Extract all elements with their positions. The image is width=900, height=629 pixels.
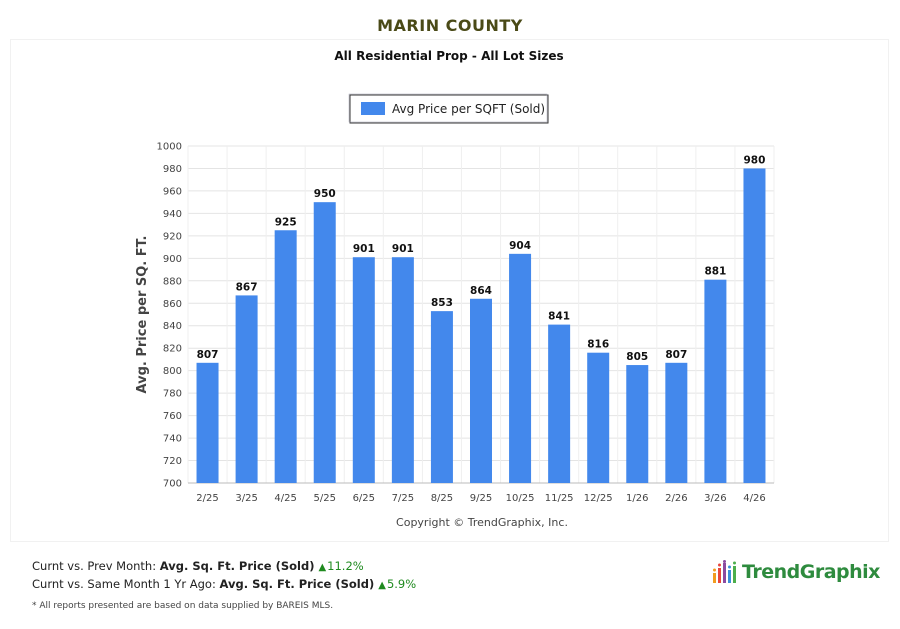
y-tick-label: 720 <box>163 456 182 467</box>
bar <box>391 257 414 483</box>
bar-chart: All Residential Prop - All Lot Sizes Avg … <box>135 49 775 529</box>
summary-delta: 11.2% <box>327 559 364 573</box>
y-tick-label: 940 <box>163 209 182 220</box>
summary-prefix: Curnt vs. Same Month 1 Yr Ago: <box>32 577 220 591</box>
data-label: 980 <box>744 154 766 166</box>
data-label: 805 <box>626 351 648 363</box>
y-tick-label: 700 <box>163 479 182 490</box>
bar <box>196 362 219 483</box>
legend-swatch <box>361 102 385 115</box>
y-tick-label: 960 <box>163 186 182 197</box>
data-label: 904 <box>509 240 531 252</box>
trendgraphix-logo: TrendGraphix <box>712 558 880 586</box>
data-label: 925 <box>275 216 297 228</box>
x-tick-label: 12/25 <box>584 493 613 504</box>
x-tick-label: 7/25 <box>392 493 414 504</box>
data-label: 950 <box>314 188 336 200</box>
x-tick-label: 1/26 <box>626 493 648 504</box>
data-label: 807 <box>197 349 219 361</box>
y-tick-label: 880 <box>163 276 182 287</box>
bar <box>665 362 688 483</box>
x-tick-label: 11/25 <box>545 493 574 504</box>
y-tick-label: 840 <box>163 321 182 332</box>
x-tick-label: 2/25 <box>196 493 218 504</box>
y-axis-label: Avg. Price per SQ. FT. <box>135 236 150 394</box>
y-tick-label: 820 <box>163 344 182 355</box>
x-tick-label: 5/25 <box>313 493 335 504</box>
copyright-text: Copyright © TrendGraphix, Inc. <box>396 516 568 529</box>
footnote: * All reports presented are based on dat… <box>32 601 334 611</box>
summary-prefix: Curnt vs. Prev Month: <box>32 559 160 573</box>
bar <box>548 324 571 483</box>
data-label: 867 <box>236 281 258 293</box>
chart-title: All Residential Prop - All Lot Sizes <box>334 49 563 63</box>
summary-metric: Avg. Sq. Ft. Price (Sold) <box>219 577 375 591</box>
summary-metric: Avg. Sq. Ft. Price (Sold) <box>159 559 315 573</box>
legend-shadow <box>348 93 548 123</box>
bar <box>352 257 375 483</box>
y-tick-label: 800 <box>163 366 182 377</box>
summary-line-prev-month: Curnt vs. Prev Month: Avg. Sq. Ft. Price… <box>32 558 416 576</box>
y-tick-label: 740 <box>163 434 182 445</box>
legend-label: Avg Price per SQFT (Sold) <box>392 102 545 116</box>
logo-text: TrendGraphix <box>742 561 880 583</box>
summary: Curnt vs. Prev Month: Avg. Sq. Ft. Price… <box>32 558 416 594</box>
up-arrow-icon: ▲ <box>318 562 327 573</box>
summary-line-year-ago: Curnt vs. Same Month 1 Yr Ago: Avg. Sq. … <box>32 576 416 594</box>
bar <box>235 295 258 483</box>
x-tick-label: 10/25 <box>506 493 535 504</box>
y-tick-label: 900 <box>163 254 182 265</box>
y-tick-label: 780 <box>163 389 182 400</box>
x-tick-label: 6/25 <box>353 493 375 504</box>
bar <box>626 365 649 483</box>
bar <box>430 311 453 483</box>
data-label: 853 <box>431 297 453 309</box>
bar <box>470 298 492 483</box>
x-tick-label: 4/25 <box>274 493 296 504</box>
x-tick-label: 4/26 <box>743 493 765 504</box>
up-arrow-icon: ▲ <box>378 580 386 591</box>
data-label: 816 <box>587 339 609 351</box>
summary-delta: 5.9% <box>386 577 417 591</box>
y-tick-label: 860 <box>163 299 182 310</box>
page-title: MARIN COUNTY <box>377 16 523 35</box>
y-tick-label: 1000 <box>157 142 182 153</box>
chart-panel: All Residential Prop - All Lot Sizes Avg … <box>11 40 888 541</box>
bar <box>743 168 766 483</box>
x-tick-label: 3/25 <box>235 493 257 504</box>
x-tick-label: 8/25 <box>431 493 453 504</box>
x-tick-label: 3/26 <box>704 493 726 504</box>
data-label: 881 <box>704 266 726 278</box>
data-label: 864 <box>470 285 492 297</box>
y-tick-label: 760 <box>163 411 182 422</box>
x-tick-label: 2/26 <box>665 493 687 504</box>
bar <box>313 202 336 483</box>
bar <box>704 279 727 483</box>
data-label: 841 <box>548 311 570 323</box>
bar <box>274 230 297 483</box>
data-label: 901 <box>353 243 375 255</box>
x-tick-label: 9/25 <box>470 493 492 504</box>
y-tick-label: 920 <box>163 231 182 242</box>
bar <box>509 253 532 483</box>
bar-chart-logo-icon <box>713 560 736 583</box>
bar <box>587 352 610 483</box>
y-tick-label: 980 <box>163 164 182 175</box>
data-label: 807 <box>665 349 687 361</box>
data-label: 901 <box>392 243 414 255</box>
